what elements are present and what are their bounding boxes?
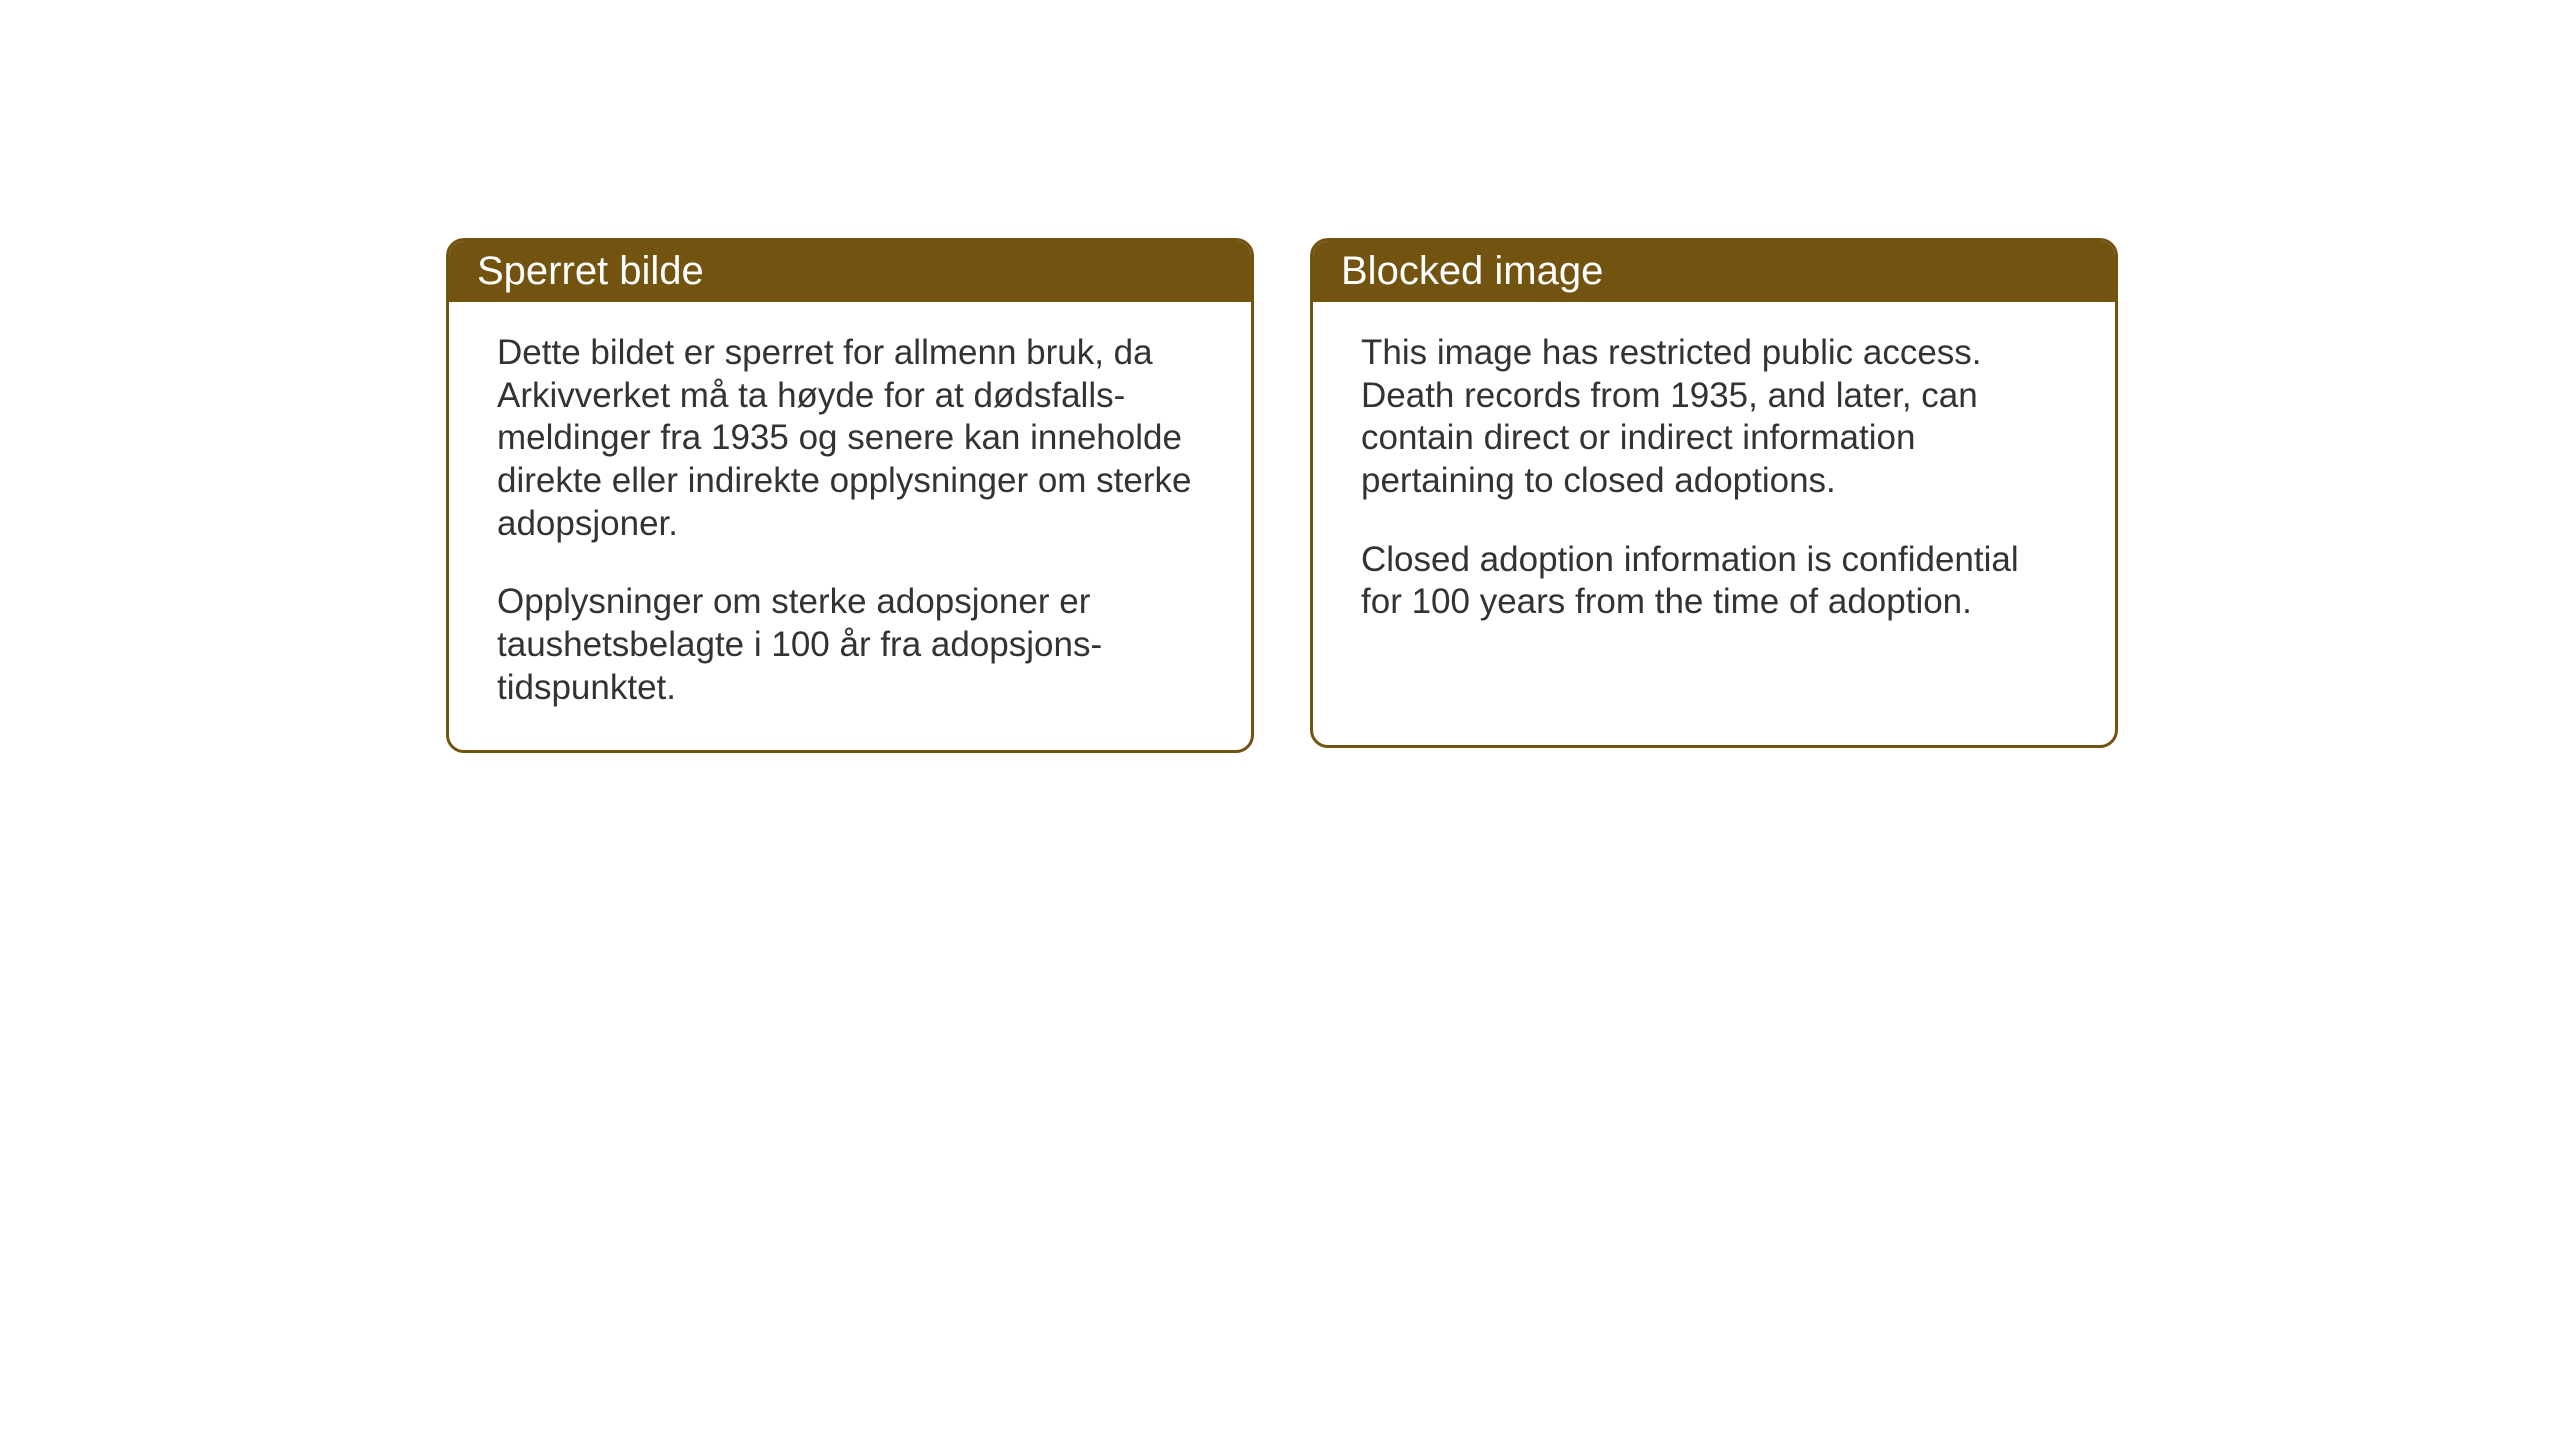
blocked-image-card-english: Blocked image This image has restricted … xyxy=(1310,238,2118,748)
card-body-norwegian: Dette bildet er sperret for allmenn bruk… xyxy=(449,302,1251,750)
card-body-english: This image has restricted public access.… xyxy=(1313,302,2115,664)
card-title-norwegian: Sperret bilde xyxy=(477,249,704,293)
card-paragraph-2-norwegian: Opplysninger om sterke adopsjoner er tau… xyxy=(497,581,1203,709)
card-paragraph-1-norwegian: Dette bildet er sperret for allmenn bruk… xyxy=(497,332,1203,545)
card-title-english: Blocked image xyxy=(1341,249,1603,293)
card-header-norwegian: Sperret bilde xyxy=(449,241,1251,302)
card-paragraph-2-english: Closed adoption information is confident… xyxy=(1361,539,2067,624)
blocked-image-card-norwegian: Sperret bilde Dette bildet er sperret fo… xyxy=(446,238,1254,753)
card-header-english: Blocked image xyxy=(1313,241,2115,302)
cards-container: Sperret bilde Dette bildet er sperret fo… xyxy=(446,238,2118,753)
card-paragraph-1-english: This image has restricted public access.… xyxy=(1361,332,2067,503)
